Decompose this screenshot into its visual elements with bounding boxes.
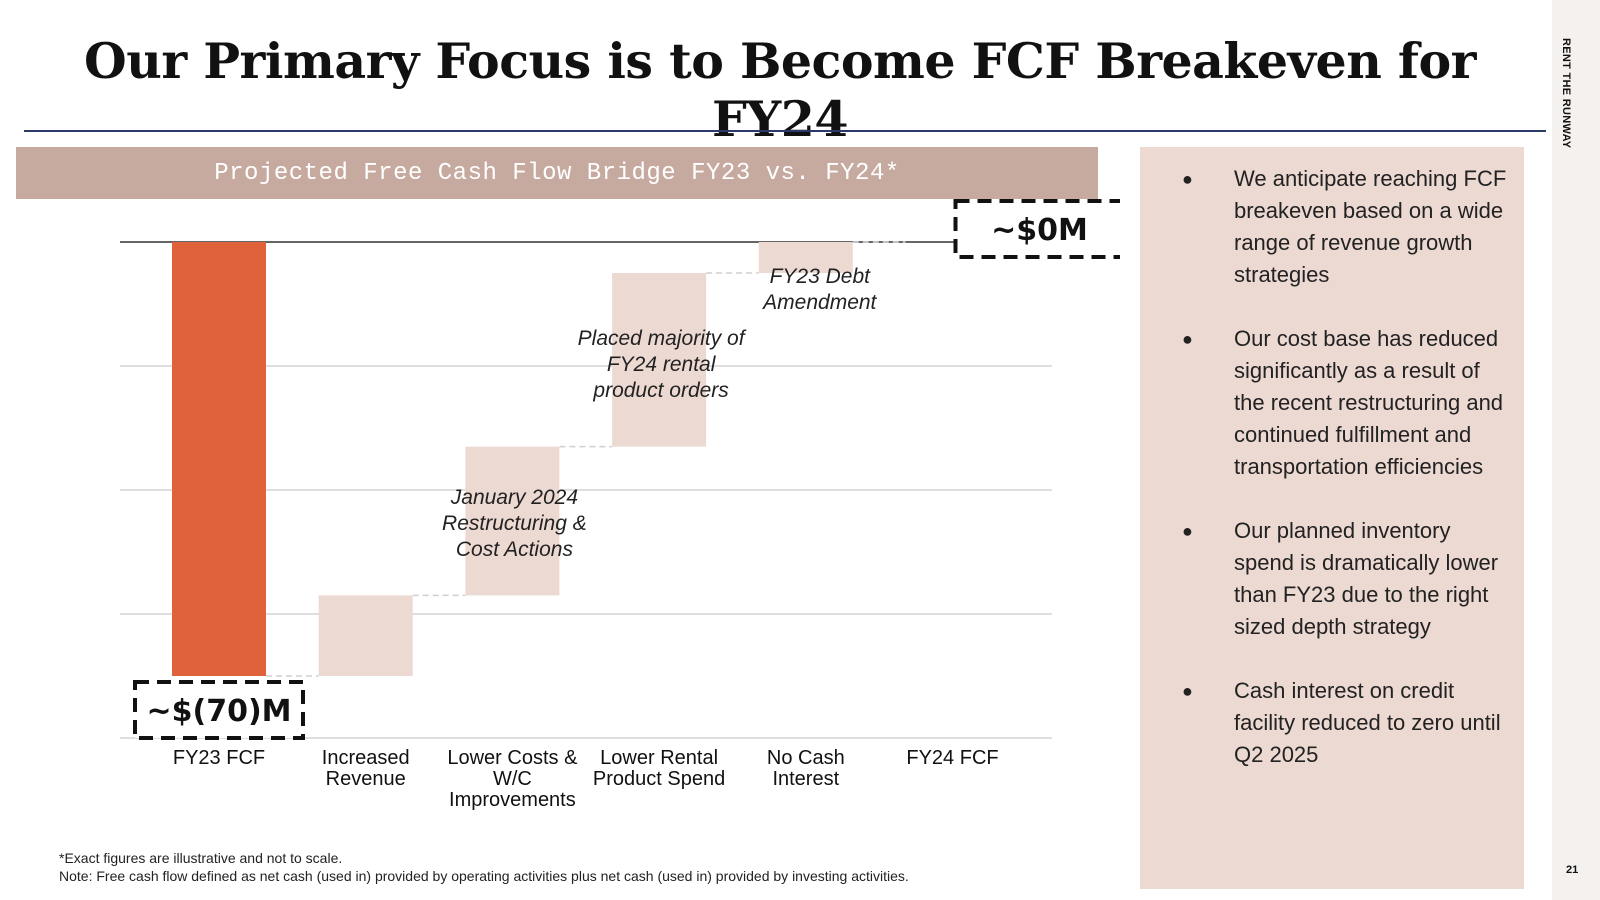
value-label-box bbox=[133, 680, 305, 740]
value-label: ~$(70)M bbox=[146, 694, 291, 729]
page-title: Our Primary Focus is to Become FCF Break… bbox=[84, 32, 1476, 148]
brand-label: RENT THE RUNWAY bbox=[1560, 38, 1572, 149]
category-label: No Cash Interest bbox=[767, 747, 845, 790]
category-label: FY24 FCF bbox=[906, 747, 998, 769]
side-strip bbox=[1552, 0, 1600, 900]
bar-2 bbox=[465, 446, 560, 596]
bullet-item: ● Our cost base has reduced significantly… bbox=[1182, 323, 1508, 483]
bar-0 bbox=[172, 242, 266, 676]
key-points-panel: ● We anticipate reaching FCF breakeven ba… bbox=[1140, 147, 1524, 889]
footnote-definition: Note: Free cash flow defined as net cash… bbox=[59, 868, 909, 884]
bullet-item: ● Cash interest on credit facility reduce… bbox=[1182, 675, 1508, 771]
annotation-label: Placed majority of FY24 rental product ord… bbox=[578, 327, 747, 402]
bullet-text: Our cost base has reduced significantly … bbox=[1234, 326, 1504, 479]
title-divider bbox=[24, 130, 1546, 132]
bullet-text: We anticipate reaching FCF breakeven bas… bbox=[1234, 166, 1507, 287]
annotation-label: January 2024 Restructuring & Cost Actions bbox=[442, 486, 587, 561]
category-label: FY23 FCF bbox=[173, 747, 265, 769]
category-label: Lower Rental Product Spend bbox=[593, 747, 725, 790]
value-label-box bbox=[953, 199, 1120, 259]
category-label: Lower Costs & W/C Improvements bbox=[447, 747, 578, 811]
chart-title: Projected Free Cash Flow Bridge FY23 vs.… bbox=[16, 147, 1098, 199]
bullet-item: ● Our planned inventory spend is dramatic… bbox=[1182, 515, 1508, 643]
bullet-text: Our planned inventory spend is dramatica… bbox=[1234, 518, 1499, 639]
bullet-item: ● We anticipate reaching FCF breakeven ba… bbox=[1182, 163, 1508, 291]
bar-4 bbox=[758, 242, 853, 273]
bullet-dot-icon: ● bbox=[1182, 169, 1193, 189]
bar-3 bbox=[612, 273, 707, 447]
value-label: ~$0M bbox=[991, 213, 1088, 248]
bullet-dot-icon: ● bbox=[1182, 521, 1193, 541]
annotation-label: FY23 Debt Amendment bbox=[761, 265, 877, 314]
bullet-text: Cash interest on credit facility reduced… bbox=[1234, 678, 1501, 767]
footnotes: *Exact figures are illustrative and not … bbox=[59, 849, 909, 885]
category-label: Increased Revenue bbox=[322, 747, 410, 790]
footnote-exact: *Exact figures are illustrative and not … bbox=[59, 850, 343, 866]
bullet-dot-icon: ● bbox=[1182, 329, 1193, 349]
page-number: 21 bbox=[1566, 864, 1579, 876]
bullet-list: ● We anticipate reaching FCF breakeven ba… bbox=[1140, 147, 1524, 771]
bar-1 bbox=[318, 595, 413, 676]
waterfall-chart: FY23 FCF Increased Revenue Lower Costs & W/C… bbox=[120, 199, 1120, 811]
bullet-dot-icon: ● bbox=[1182, 681, 1193, 701]
